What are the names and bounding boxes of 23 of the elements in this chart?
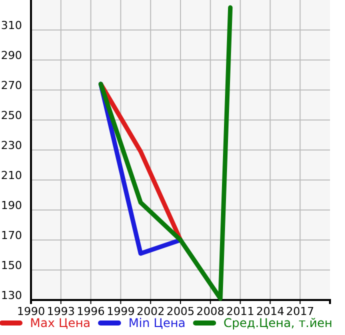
y-tick-label: 270 — [1, 78, 22, 92]
x-tick-label: 2005 — [166, 304, 194, 318]
y-tick-label: 130 — [1, 288, 22, 302]
y-tick-label: 250 — [1, 108, 22, 122]
y-tick-label: 290 — [1, 48, 22, 62]
x-tick-label: 2017 — [286, 304, 314, 318]
x-tick-label: 1990 — [17, 304, 45, 318]
y-tick-label: 190 — [1, 198, 22, 212]
y-tick-label: 170 — [1, 228, 22, 242]
legend-label: Max Цена — [30, 316, 91, 330]
x-tick-label: 2002 — [136, 304, 165, 318]
x-tick-label: 1996 — [76, 304, 105, 318]
x-tick-label: 1999 — [106, 304, 135, 318]
legend-label: Min Цена — [128, 316, 186, 330]
legend-label: Сред.Цена, т.йен — [224, 316, 332, 330]
y-tick-label: 310 — [1, 18, 22, 32]
x-tick-label: 1993 — [46, 304, 75, 318]
x-tick-label: 2011 — [226, 304, 254, 318]
x-tick-label: 2014 — [256, 304, 284, 318]
x-tick-label: 2008 — [196, 304, 224, 318]
y-tick-label: 150 — [1, 258, 22, 272]
y-tick-label: 230 — [1, 138, 22, 152]
y-tick-label: 210 — [1, 168, 22, 182]
